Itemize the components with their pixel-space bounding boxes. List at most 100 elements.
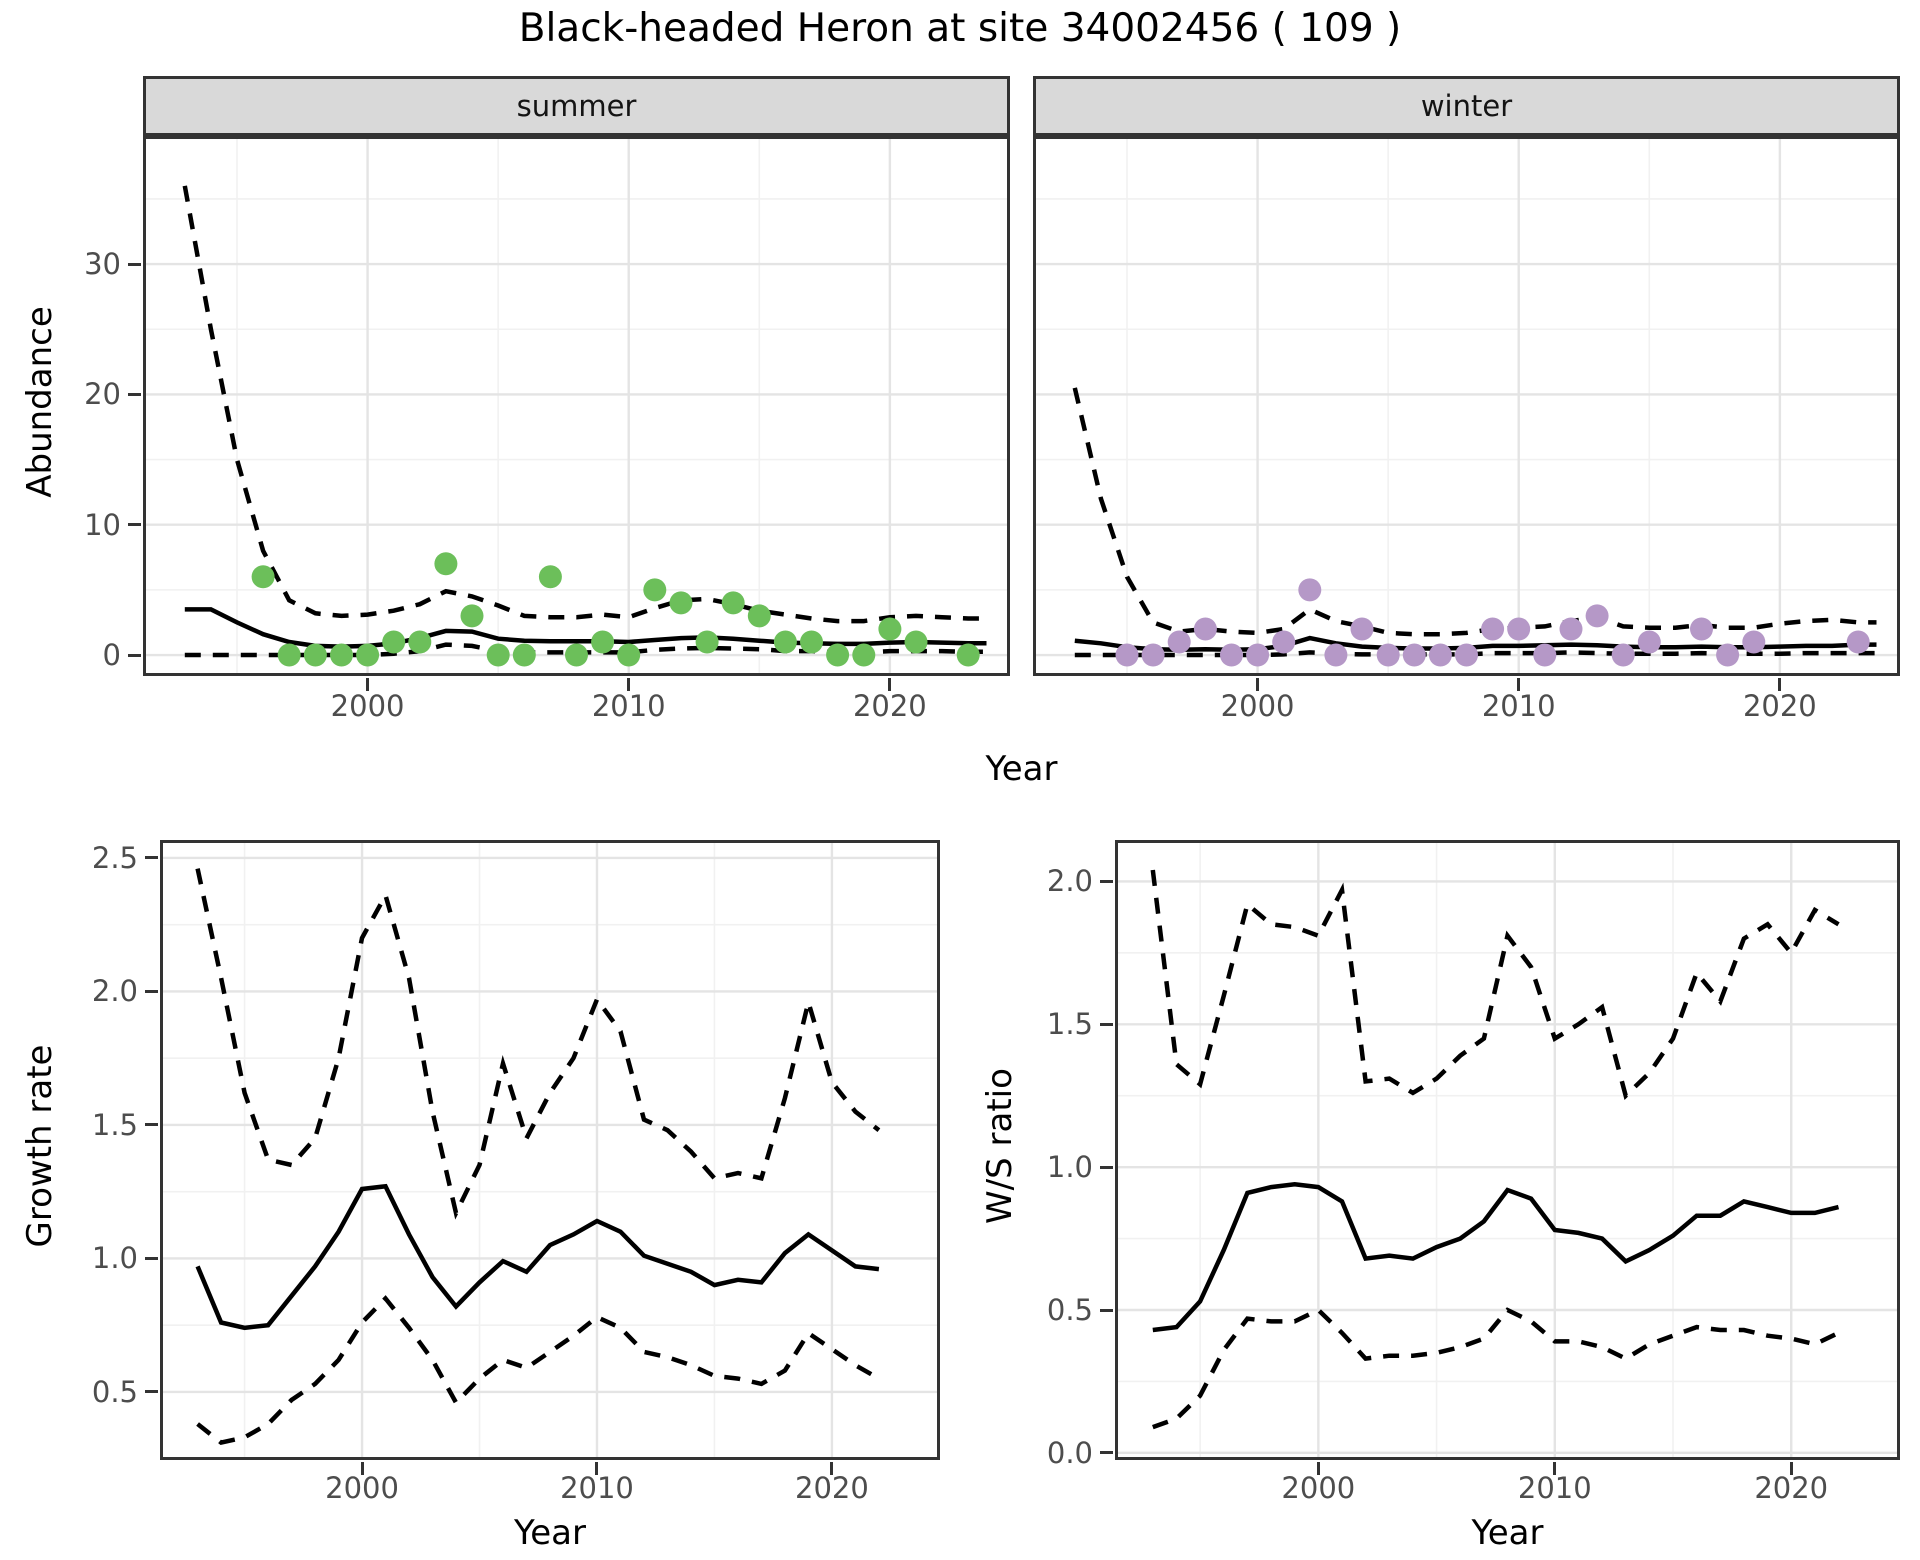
- observation-point: [1428, 643, 1452, 667]
- observation-point: [434, 552, 458, 576]
- x-tick-label: 2000: [1281, 1471, 1356, 1505]
- x-tick-mark: [1553, 1462, 1557, 1475]
- observation-point: [330, 643, 353, 667]
- observation-point: [878, 617, 902, 641]
- observation-point: [1742, 630, 1766, 654]
- y-tick-mark: [128, 653, 141, 657]
- observation-point: [669, 591, 693, 615]
- y-tick-mark: [145, 1390, 158, 1394]
- y-tick-mark: [128, 392, 141, 396]
- observation-point: [904, 630, 928, 654]
- x-tick-mark: [627, 678, 631, 691]
- x-axis-title-ws_ratio: Year: [1471, 1513, 1544, 1553]
- observation-point: [1585, 604, 1609, 628]
- observation-point: [1220, 643, 1243, 667]
- facet-strip-winter: winter: [1033, 76, 1900, 136]
- observation-point: [1376, 643, 1400, 667]
- x-tick-mark: [1789, 1462, 1793, 1475]
- y-tick-label: 2.0: [91, 974, 138, 1009]
- observation-point: [1298, 578, 1322, 602]
- x-tick-label: 2000: [1220, 689, 1295, 723]
- y-tick-mark: [1100, 1308, 1113, 1312]
- observation-point: [643, 578, 667, 602]
- observation-point: [1115, 643, 1139, 667]
- observation-point: [1559, 617, 1583, 641]
- ws_ratio-panel: [1115, 840, 1900, 1460]
- abundance-panel-winter: [1033, 136, 1900, 676]
- observation-point: [1716, 643, 1740, 667]
- observation-point: [1402, 643, 1426, 667]
- x-tick-mark: [830, 1462, 834, 1475]
- x-tick-label: 2020: [1754, 1471, 1829, 1505]
- upper-ci-line: [1150, 869, 1840, 1100]
- x-tick-mark: [1256, 678, 1260, 691]
- x-tick-mark: [366, 678, 370, 691]
- x-tick-mark: [1778, 678, 1782, 691]
- observation-point: [747, 604, 771, 628]
- y-tick-label: 1.0: [1046, 1150, 1093, 1185]
- observation-point: [356, 643, 380, 667]
- x-tick-label: 2000: [325, 1471, 399, 1505]
- observation-point: [591, 630, 615, 654]
- y-tick-mark: [145, 856, 158, 860]
- observation-point: [1272, 630, 1296, 654]
- y-tick-label: 1.5: [91, 1107, 138, 1142]
- observation-point: [1193, 617, 1217, 641]
- x-tick-label: 2000: [330, 689, 405, 723]
- x-tick-label: 2020: [795, 1471, 869, 1505]
- observation-point: [460, 604, 484, 628]
- y-axis-title-growth_rate: Growth rate: [20, 1044, 60, 1248]
- observation-point: [826, 643, 850, 667]
- observation-point: [303, 643, 327, 667]
- y-tick-label: 2.0: [1046, 864, 1093, 899]
- y-tick-label: 1.0: [91, 1241, 138, 1276]
- observation-point: [1533, 643, 1557, 667]
- y-tick-label: 1.5: [1046, 1007, 1093, 1042]
- abundance-panel-summer: [143, 136, 1010, 676]
- observation-point: [408, 630, 432, 654]
- observation-point: [852, 643, 876, 667]
- x-tick-mark: [1517, 678, 1521, 691]
- observation-point: [800, 630, 823, 654]
- lower-ci-line: [1074, 650, 1877, 658]
- observation-point: [1350, 617, 1374, 641]
- y-tick-mark: [1100, 1165, 1113, 1169]
- observation-point: [1455, 643, 1478, 667]
- observation-point: [721, 591, 745, 615]
- mean-line: [1152, 1182, 1840, 1333]
- observation-point: [1507, 617, 1531, 641]
- y-tick-label: 0.5: [91, 1374, 138, 1409]
- y-tick-mark: [1100, 879, 1113, 883]
- chart-title: Black-headed Heron at site 34002456 ( 10…: [518, 6, 1402, 51]
- observation-point: [565, 643, 588, 667]
- observation-point: [1690, 617, 1713, 641]
- y-tick-label: 2.5: [91, 840, 138, 875]
- lower-ci-line: [196, 1295, 881, 1446]
- observation-point: [1324, 643, 1348, 667]
- x-tick-mark: [360, 1462, 364, 1475]
- y-tick-mark: [128, 262, 141, 266]
- y-tick-mark: [145, 1256, 158, 1260]
- x-tick-label: 2010: [1481, 689, 1556, 723]
- y-axis-title-ws_ratio: W/S ratio: [980, 1068, 1020, 1224]
- x-tick-label: 2010: [1517, 1471, 1592, 1505]
- observation-point: [1846, 630, 1870, 654]
- y-tick-label: 10: [84, 507, 121, 542]
- x-axis-title-abundance: Year: [985, 749, 1058, 789]
- x-tick-mark: [888, 678, 892, 691]
- y-axis-title-abundance: Abundance: [20, 306, 60, 498]
- lower-ci-line: [1152, 1307, 1840, 1430]
- y-tick-mark: [145, 989, 158, 993]
- observation-point: [538, 565, 562, 589]
- y-tick-label: 0.5: [1046, 1293, 1093, 1327]
- y-tick-mark: [1100, 1451, 1113, 1455]
- growth_rate-panel: [160, 840, 940, 1460]
- observation-point: [1637, 630, 1661, 654]
- y-tick-label: 30: [84, 247, 121, 282]
- y-tick-label: 0.0: [1046, 1435, 1093, 1470]
- x-tick-label: 2020: [852, 689, 927, 723]
- y-tick-label: 0: [102, 638, 121, 673]
- y-tick-mark: [128, 523, 141, 527]
- x-tick-label: 2010: [591, 689, 666, 723]
